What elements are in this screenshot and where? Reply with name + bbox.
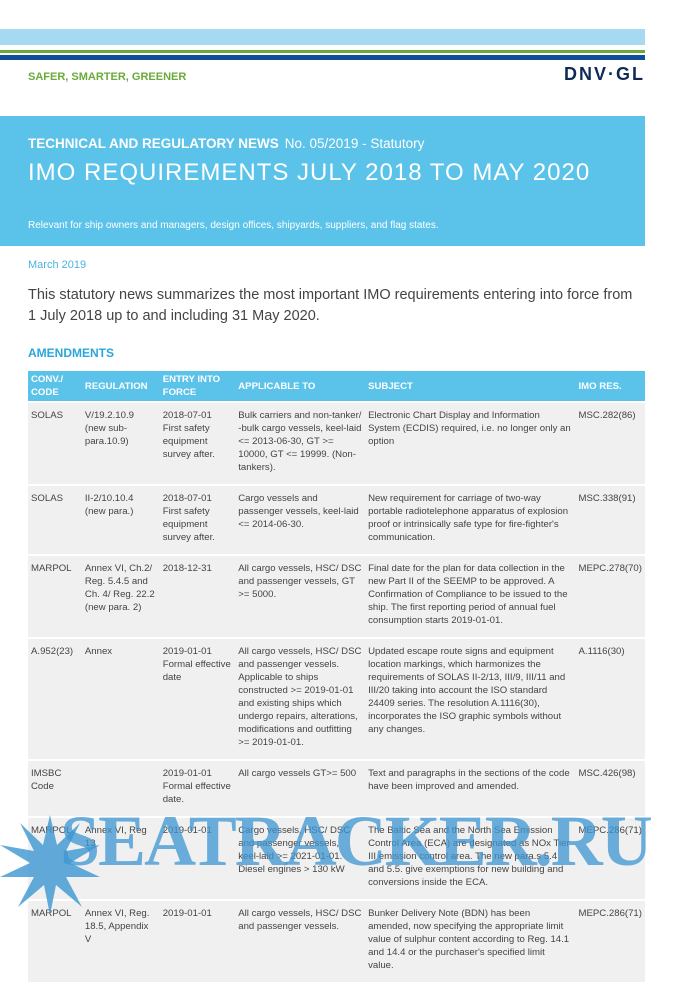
table-row: MARPOL Annex VI, Ch.2/ Reg. 5.4.5 and Ch.…	[28, 554, 645, 638]
title-banner: TECHNICAL AND REGULATORY NEWS No. 05/2019…	[0, 116, 645, 246]
column-header: REGULATION	[81, 371, 160, 402]
column-header: SUBJECT	[365, 371, 576, 402]
table-cell: SOLAS	[28, 401, 82, 485]
news-line: TECHNICAL AND REGULATORY NEWS No. 05/2019…	[28, 136, 424, 151]
table-cell: Annex	[81, 637, 160, 760]
table-cell: MSC.282(86)	[575, 401, 645, 485]
table-cell: 2019-01-01	[159, 899, 236, 982]
table-cell: 2019-01-01 Formal effective date.	[159, 759, 236, 817]
amendments-table: CONV./ CODE REGULATION ENTRY INTO FORCE APP…	[28, 371, 645, 982]
table-cell: All cargo vessels, HSC/ DSC and passenge…	[235, 637, 366, 760]
column-header: ENTRY INTO FORCE	[159, 371, 236, 402]
table-cell: Annex VI, Reg 13	[81, 816, 160, 900]
table-cell: Cargo vessels, HSC/ DSC and passenger ve…	[235, 816, 366, 900]
table-cell: 2018-07-01 First safety equipment survey…	[159, 401, 236, 485]
table-cell: Annex VI, Reg. 18.5, Appendix V	[81, 899, 160, 982]
header-light-strip	[0, 29, 645, 45]
table-cell: Updated escape route signs and equipment…	[365, 637, 576, 760]
table-row: SOLAS V/19.2.10.9 (new sub-para.10.9) 2018…	[28, 401, 645, 485]
table-cell: Annex VI, Ch.2/ Reg. 5.4.5 and Ch. 4/ Re…	[81, 554, 160, 638]
header-navy-line	[0, 55, 645, 60]
section-heading: AMENDMENTS	[28, 346, 114, 360]
table-cell: V/19.2.10.9 (new sub-para.10.9)	[81, 401, 160, 485]
table-cell: MEPC.286(71)	[575, 816, 645, 900]
table-cell: New requirement for carriage of two-way …	[365, 484, 576, 555]
table-cell: Final date for the plan for data collect…	[365, 554, 576, 638]
table-cell: All cargo vessels, HSC/ DSC and passenge…	[235, 899, 366, 982]
table-cell: A.1116(30)	[575, 637, 645, 760]
intro-paragraph: This statutory news summarizes the most …	[28, 287, 633, 324]
page-title: IMO REQUIREMENTS JULY 2018 TO MAY 2020	[28, 159, 591, 186]
table-cell: II-2/10.10.4 (new para.)	[81, 484, 160, 555]
table-cell: The Baltic Sea and the North Sea Emissio…	[365, 816, 576, 900]
table-cell: Bunker Delivery Note (BDN) has been amen…	[365, 899, 576, 982]
table-cell	[81, 759, 160, 817]
table-cell: Text and paragraphs in the sections of t…	[365, 759, 576, 817]
column-header: APPLICABLE TO	[235, 371, 366, 402]
news-issue: No. 05/2019 - Statutory	[284, 136, 425, 151]
publication-date: March 2019	[28, 259, 87, 271]
table-cell: MEPC.278(70)	[575, 554, 645, 638]
column-header: CONV./ CODE	[28, 371, 82, 402]
table-header-row: CONV./ CODE REGULATION ENTRY INTO FORCE APP…	[28, 371, 645, 402]
table-row: IMSBC Code 2019-01-01 Formal effective da…	[28, 759, 645, 817]
table-row: MARPOL Annex VI, Reg 13 2019-01-01 Cargo ve…	[28, 816, 645, 900]
table-cell: 2019-01-01	[159, 816, 236, 900]
column-header: IMO RES.	[575, 371, 645, 402]
table-cell: 2018-12-31	[159, 554, 236, 638]
table-cell: MARPOL	[28, 899, 82, 982]
table-cell: IMSBC Code	[28, 759, 82, 817]
table-cell: 2019-01-01 Formal effective date	[159, 637, 236, 760]
table-cell: Electronic Chart Display and Information…	[365, 401, 576, 485]
table-cell: MSC.338(91)	[575, 484, 645, 555]
relevance-note: Relevant for ship owners and managers, d…	[28, 220, 439, 231]
table-cell: MSC.426(98)	[575, 759, 645, 817]
table-cell: 2018-07-01 First safety equipment survey…	[159, 484, 236, 555]
dnvgl-logo: DNV·GL	[564, 64, 645, 84]
table-row: SOLAS II-2/10.10.4 (new para.) 2018-07-01 …	[28, 484, 645, 555]
table-cell: MARPOL	[28, 816, 82, 900]
table-cell: MEPC.286(71)	[575, 899, 645, 982]
table-cell: Bulk carriers and non-tanker/ -bulk carg…	[235, 401, 366, 485]
table-cell: A.952(23)	[28, 637, 82, 760]
news-series: TECHNICAL AND REGULATORY NEWS	[28, 136, 279, 151]
table-row: MARPOL Annex VI, Reg. 18.5, Appendix V 201…	[28, 899, 645, 982]
table-cell: All cargo vessels GT>= 500	[235, 759, 366, 817]
table-cell: SOLAS	[28, 484, 82, 555]
table-cell: All cargo vessels, HSC/ DSC and passenge…	[235, 554, 366, 638]
table-cell: MARPOL	[28, 554, 82, 638]
table-cell: Cargo vessels and passenger vessels, kee…	[235, 484, 366, 555]
header-green-line	[0, 50, 645, 53]
table-row: A.952(23) Annex 2019-01-01 Formal effectiv…	[28, 637, 645, 760]
tagline: SAFER, SMARTER, GREENER	[28, 71, 187, 83]
